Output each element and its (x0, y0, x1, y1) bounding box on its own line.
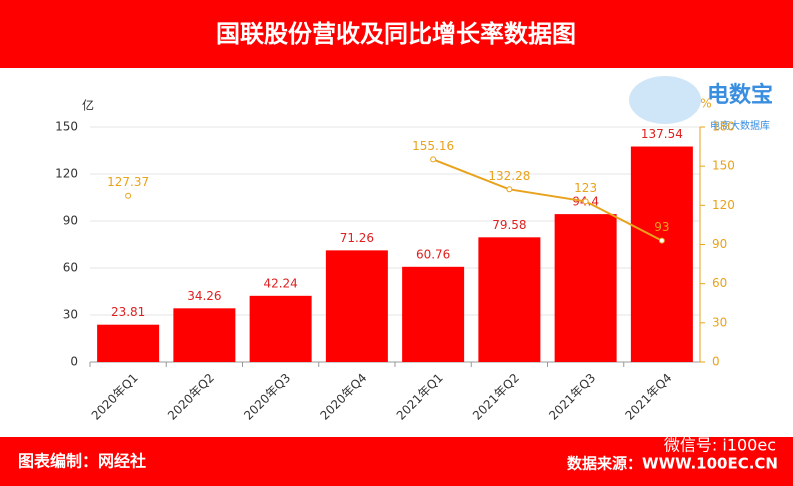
y-tick-label: 0 (70, 355, 78, 369)
footer-right: 数据来源：WWW.100EC.CN (567, 455, 778, 473)
bar-value-label: 42.24 (263, 276, 297, 290)
bar-value-label: 137.54 (641, 127, 683, 141)
watermark: 微信号: i100ec (664, 436, 776, 455)
y2-tick-label: 60 (712, 276, 727, 290)
bar (325, 250, 388, 362)
bar (97, 324, 160, 362)
bar-value-label: 34.26 (187, 289, 221, 303)
line-point (430, 156, 437, 163)
y2-tick-label: 30 (712, 315, 727, 329)
y-tick-label: 30 (63, 308, 78, 322)
chart-title: 国联股份营收及同比增长率数据图 (216, 20, 576, 48)
y2-tick-label: 120 (712, 198, 735, 212)
bar-value-label: 60.76 (416, 247, 450, 261)
line-value-label: 127.37 (107, 175, 149, 189)
line-value-label: 155.16 (412, 139, 454, 153)
y-tick-label: 90 (63, 214, 78, 228)
bar (173, 308, 236, 362)
y-tick-label: 60 (63, 261, 78, 275)
line-point (125, 192, 132, 199)
logo-cloud (629, 76, 701, 124)
line (432, 158, 663, 242)
footer-left: 图表编制：网经社 (18, 452, 146, 471)
footer (0, 437, 793, 486)
logo-sub: 电商大数据库 (710, 119, 770, 132)
line-point (582, 198, 589, 205)
y2-tick-label: 0 (712, 355, 720, 369)
y2-axis-label: % (700, 97, 711, 111)
y-axis-label: 亿 (82, 98, 94, 113)
bar-value-label: 23.81 (111, 305, 145, 319)
logo: 电数宝 (707, 82, 773, 108)
line-point (506, 186, 513, 193)
line-value-label: 93 (654, 220, 669, 234)
bar-value-label: 71.26 (340, 231, 374, 245)
bar (402, 266, 465, 362)
bar (630, 146, 693, 362)
line-value-label: 132.28 (488, 169, 530, 183)
y-tick-label: 120 (55, 167, 78, 181)
line-point (658, 237, 665, 244)
bar (478, 237, 541, 362)
y2-tick-label: 90 (712, 237, 727, 251)
bar (554, 214, 617, 362)
y-tick-label: 150 (55, 120, 78, 134)
y2-tick-label: 150 (712, 159, 735, 173)
bar (249, 295, 312, 362)
bar-value-label: 79.58 (492, 218, 526, 232)
y2-tick-label: 180 (712, 120, 735, 134)
line-value-label: 123 (574, 181, 597, 195)
header (0, 0, 793, 68)
